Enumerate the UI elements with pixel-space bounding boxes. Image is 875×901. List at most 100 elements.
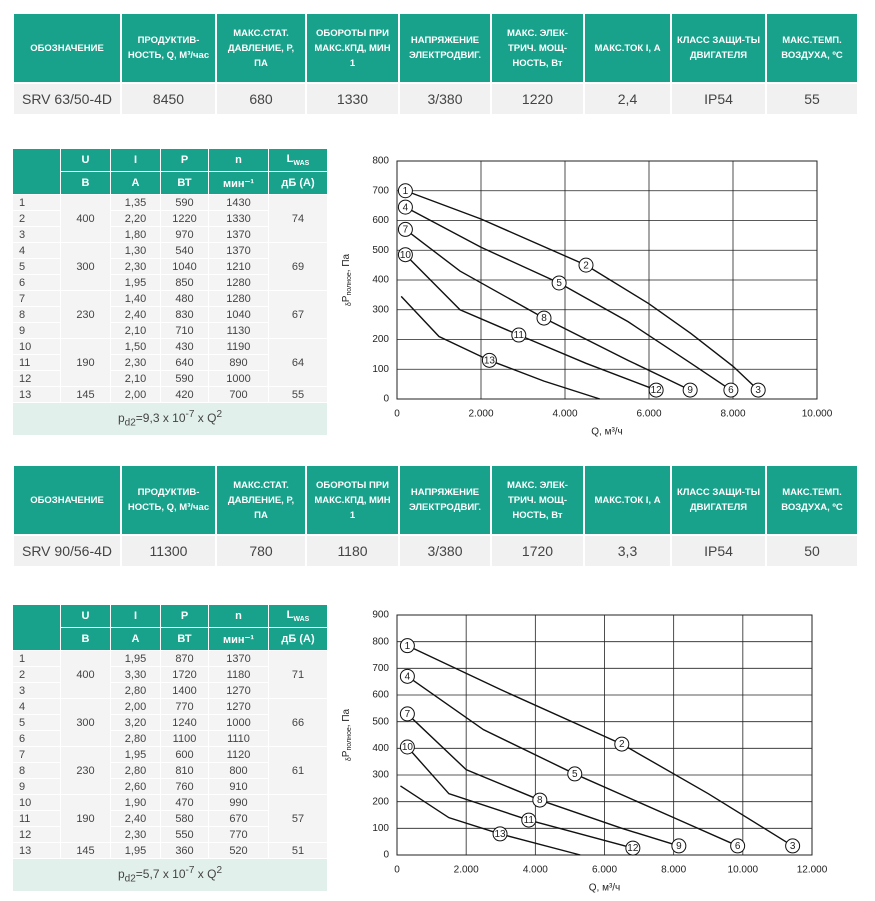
cell: 1,95 — [110, 746, 161, 763]
y-tick-label: 900 — [372, 610, 389, 621]
formula-sub: d2 — [124, 873, 136, 885]
cell: 770 — [208, 826, 269, 843]
formula-p: p — [117, 410, 125, 425]
data-row: 6 1,95 850 1280 — [12, 274, 328, 291]
cell: 1,95 — [110, 650, 161, 667]
header-sub: WAS — [293, 160, 310, 168]
data-row: 4 300 2,00 770 1270 66 — [12, 698, 328, 747]
header-cell — [12, 604, 61, 651]
marker-label: 8 — [541, 313, 547, 324]
value-cell: 2,4 — [583, 82, 672, 116]
y-tick-label: 0 — [383, 850, 389, 861]
y-label-post: , Па — [341, 253, 352, 272]
cell: 1240 — [160, 714, 209, 731]
cell: 2,80 — [110, 762, 161, 779]
y-tick-label: 700 — [372, 663, 389, 674]
y-tick-label: 400 — [372, 743, 389, 754]
marker-label: 3 — [790, 841, 796, 852]
data-row: 7 230 1,95 600 1120 61 — [12, 746, 328, 795]
row-number: 8 — [12, 762, 61, 779]
value-row: SRV 90/56-4D 11300 780 1180 3/380 1720 3,3 IP54… — [12, 534, 859, 568]
header-cell: МАКС.ТЕМП. ВОЗДУХА, ºC — [765, 12, 859, 84]
header-cell: P — [160, 604, 209, 628]
cell: 3,30 — [110, 666, 161, 683]
value-cell: 780 — [215, 534, 307, 568]
header-cell: В — [60, 627, 111, 651]
cell: 990 — [208, 794, 269, 811]
formula-exp: -7 — [185, 864, 195, 876]
formula-exp: 2 — [216, 864, 222, 876]
value-cell: SRV 63/50-4D — [12, 82, 122, 116]
y-tick-label: 200 — [372, 334, 389, 345]
data-row: 5 3,20 1240 1000 — [12, 714, 328, 731]
y-tick-label: 600 — [372, 690, 389, 701]
cell: 1430 — [208, 194, 269, 211]
data-row: 1 400 1,35 590 1430 74 — [12, 194, 328, 243]
marker-label: 11 — [524, 815, 535, 826]
formula-text: x Q — [194, 410, 217, 425]
cell: 590 — [160, 370, 209, 387]
cell: 1180 — [208, 666, 269, 683]
data-row: 13 145 1,95 360 520 51 — [12, 842, 328, 859]
cell: 1220 — [160, 210, 209, 227]
formula-p: p — [117, 866, 125, 881]
value-cell: 680 — [215, 82, 307, 116]
row-number: 5 — [12, 258, 61, 275]
voltage: 145 — [60, 386, 111, 403]
y-label-sub: полное — [346, 272, 353, 295]
marker-label: 7 — [405, 709, 411, 720]
voltage: 145 — [60, 842, 111, 859]
cell: 2,40 — [110, 810, 161, 827]
marker-label: 8 — [537, 795, 543, 806]
voltage: 400 — [60, 650, 111, 699]
value-cell: 1180 — [305, 534, 400, 568]
cell: 1370 — [208, 226, 269, 243]
y-tick-label: 100 — [372, 364, 389, 375]
header-cell: n — [208, 604, 269, 628]
cell: 1100 — [160, 730, 209, 747]
y-tick-label: 500 — [372, 716, 389, 727]
spec-table: ОБОЗНАЧЕНИЕ ПРОДУКТИВ-НОСТЬ, Q, М³/час МАК… — [12, 12, 859, 116]
curve-marker — [397, 199, 413, 215]
cell: 1370 — [208, 650, 269, 667]
x-tick-label: 2.000 — [468, 409, 493, 420]
cell: 1110 — [208, 730, 269, 747]
cell: 2,40 — [110, 306, 161, 323]
cell: 3,20 — [110, 714, 161, 731]
x-tick-label: 4.000 — [523, 865, 548, 876]
cell: 2,80 — [110, 730, 161, 747]
cell: 1,90 — [110, 794, 161, 811]
header-cell: КЛАСС ЗАЩИ-ТЫ ДВИГАТЕЛЯ — [670, 464, 767, 536]
cell: 520 — [208, 842, 269, 859]
data-row: 11 2,40 580 670 — [12, 810, 328, 827]
sound-level: 74 — [268, 194, 328, 243]
value-row: SRV 63/50-4D 8450 680 1330 3/380 1220 2,4 IP54 5… — [12, 82, 859, 116]
cell: 1000 — [208, 370, 269, 387]
row-number: 7 — [12, 290, 61, 307]
cell: 1120 — [208, 746, 269, 763]
chart: 0 100 200 300 400 500 600 700 800 0 2.000 4.000 6.00… — [341, 156, 833, 438]
y-tick-label: 100 — [372, 823, 389, 834]
curve-marker — [567, 766, 583, 782]
sound-level: 71 — [268, 650, 328, 699]
y-tick-label: 600 — [372, 215, 389, 226]
cell: 1270 — [208, 698, 269, 715]
marker-label: 13 — [494, 829, 506, 840]
cell: 1210 — [208, 258, 269, 275]
x-tick-label: 2.000 — [454, 865, 479, 876]
cell: 810 — [160, 762, 209, 779]
cell: 1,35 — [110, 194, 161, 211]
row-number: 3 — [12, 682, 61, 699]
curve-marker — [625, 840, 641, 856]
row-number: 1 — [12, 650, 61, 667]
cell: 2,30 — [110, 826, 161, 843]
value-cell: 50 — [765, 534, 859, 568]
marker-label: 12 — [651, 385, 663, 396]
formula-text: =5,7 x 10 — [135, 866, 186, 881]
header-cell: МАКС.СТАТ. ДАВЛЕНИЕ, Р, ПА — [215, 12, 307, 84]
marker-label: 9 — [676, 841, 682, 852]
sound-level: 66 — [268, 698, 328, 747]
